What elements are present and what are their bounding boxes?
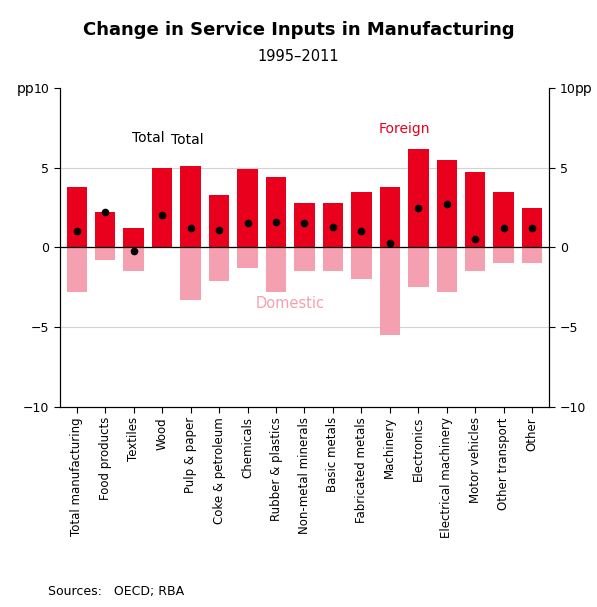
Bar (294, 203, 315, 248)
Text: Change in Service Inputs in Manufacturing: Change in Service Inputs in Manufacturin… (83, 21, 514, 39)
Text: Total: Total (171, 133, 204, 147)
Text: Domestic: Domestic (256, 296, 325, 311)
Bar (323, 203, 343, 248)
Bar (380, 248, 400, 335)
Bar (237, 169, 258, 248)
Bar (465, 248, 485, 271)
Bar (95, 248, 115, 260)
Text: Foreign: Foreign (378, 121, 430, 135)
Bar (294, 248, 315, 271)
Bar (95, 212, 115, 248)
Bar (180, 166, 201, 248)
Bar (436, 160, 457, 248)
Y-axis label: pp: pp (17, 82, 34, 96)
Text: 1995–2011: 1995–2011 (258, 49, 339, 64)
Bar (351, 192, 372, 248)
Bar (351, 248, 372, 279)
Bar (124, 248, 144, 271)
Bar (66, 248, 87, 292)
Bar (152, 228, 173, 248)
Bar (522, 248, 543, 263)
Bar (380, 187, 400, 248)
Bar (494, 248, 514, 263)
Bar (494, 192, 514, 248)
Bar (209, 248, 229, 281)
Bar (124, 228, 144, 248)
Bar (237, 248, 258, 268)
Bar (66, 187, 87, 248)
Bar (266, 248, 286, 292)
Text: Total: Total (131, 131, 164, 145)
Y-axis label: pp: pp (575, 82, 592, 96)
Bar (408, 149, 429, 248)
Bar (522, 208, 543, 248)
Bar (152, 168, 173, 248)
Bar (209, 195, 229, 248)
Bar (180, 248, 201, 300)
Bar (436, 248, 457, 292)
Bar (465, 172, 485, 248)
Bar (266, 177, 286, 248)
Bar (408, 248, 429, 287)
Text: Sources:   OECD; RBA: Sources: OECD; RBA (48, 585, 184, 598)
Bar (323, 248, 343, 271)
